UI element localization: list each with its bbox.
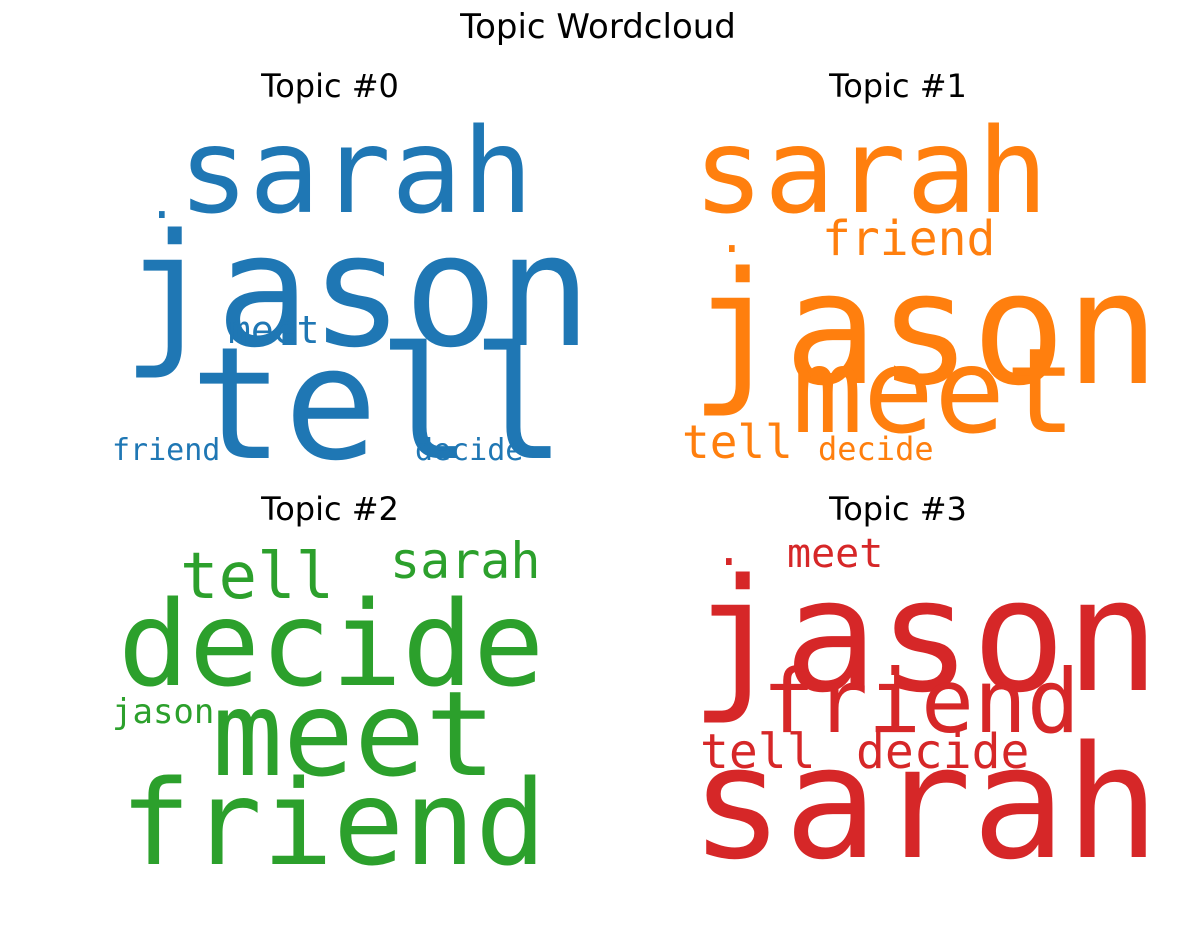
word-meet-topic-1: meet [792, 322, 1076, 460]
word-tell-topic-2: tell [180, 540, 334, 614]
word-jason-topic-3: jason [690, 545, 1160, 727]
word-dot-topic-3: . [715, 522, 743, 576]
word-friend-topic-0: friend [112, 433, 220, 468]
word-decide-topic-2: decide [118, 575, 544, 713]
word-friend-topic-3: friend [762, 650, 1080, 753]
panel-title-3: Topic #3 [828, 490, 967, 528]
word-sarah-topic-1: sarah [693, 102, 1048, 240]
panel-title-0: Topic #0 [260, 67, 399, 105]
word-friend-topic-2: friend [120, 754, 546, 892]
word-meet-topic-0: meet [228, 308, 320, 352]
word-jason-topic-0: jason [122, 200, 592, 382]
word-decide-topic-1: decide [818, 430, 934, 468]
word-sarah-topic-2: sarah [390, 532, 541, 590]
word-sarah-topic-3: sarah [690, 712, 1160, 894]
word-tell-topic-3: tell [700, 724, 816, 780]
word-dot-topic-0: . [148, 175, 176, 229]
word-decide-topic-0: decide [415, 433, 523, 468]
figure-title: Topic Wordcloud [459, 7, 736, 47]
word-dot-topic-1: . [718, 209, 746, 263]
word-meet-topic-3: meet [787, 531, 883, 577]
word-tell-topic-0: tell [190, 313, 566, 495]
word-sarah-topic-0: sarah [178, 102, 533, 240]
word-meet-topic-2: meet [212, 665, 496, 803]
word-decide-topic-3: decide [856, 724, 1029, 780]
word-jason-topic-2: jason [112, 692, 214, 732]
panel-title-1: Topic #1 [828, 67, 967, 105]
word-jason-topic-1: jason [690, 238, 1160, 420]
word-tell-topic-1: tell [682, 415, 793, 469]
panel-title-2: Topic #2 [260, 490, 399, 528]
word-friend-topic-1: friend [822, 211, 995, 267]
